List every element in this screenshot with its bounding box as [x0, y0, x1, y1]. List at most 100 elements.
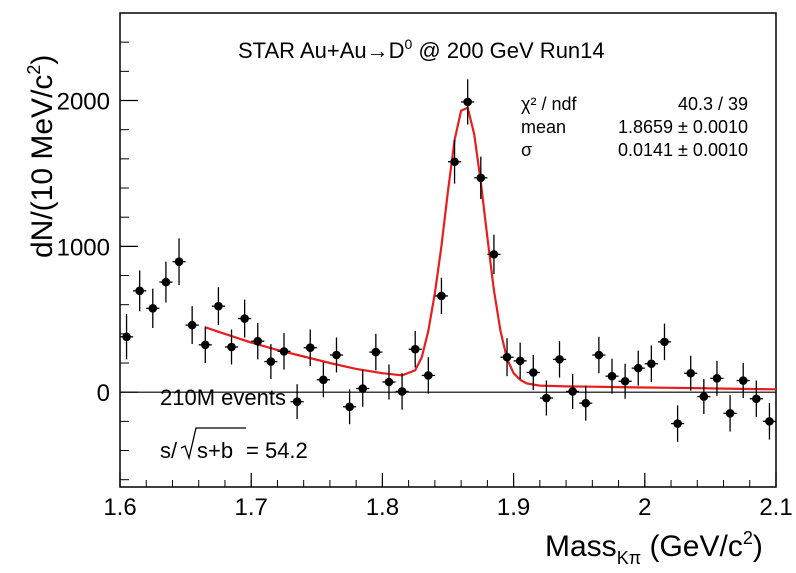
marker	[686, 368, 696, 378]
fit-curve	[204, 106, 777, 391]
data-point	[579, 385, 593, 421]
marker	[161, 277, 171, 287]
stat-value-chi2: 40.3 / 39	[678, 94, 748, 114]
marker	[305, 343, 315, 353]
data-point	[224, 329, 239, 365]
marker	[765, 417, 774, 426]
data-point	[697, 379, 711, 415]
tick-labels: 1.6 1.7 1.8 1.9 2 2.1 0 1000 2000	[57, 89, 793, 521]
marker	[135, 286, 144, 296]
marker	[581, 398, 591, 408]
data-point	[356, 370, 370, 407]
data-point	[631, 350, 645, 386]
x-tick-label: 2	[638, 494, 651, 521]
events-label: 210M events	[160, 385, 286, 410]
marker	[240, 314, 249, 323]
data-point	[762, 403, 776, 440]
x-tick-label: 1.6	[103, 494, 136, 521]
marker	[607, 371, 617, 381]
marker	[122, 332, 131, 342]
data-point	[461, 79, 475, 125]
marker	[371, 347, 381, 357]
marker	[594, 350, 604, 360]
data-point	[159, 261, 173, 303]
data-point	[251, 322, 265, 360]
marker	[397, 387, 407, 396]
data-point	[146, 288, 160, 329]
data-point	[172, 238, 186, 286]
marker	[332, 350, 341, 360]
data-point	[526, 355, 540, 391]
marker	[424, 371, 433, 380]
data-point	[238, 299, 252, 338]
data-point	[133, 270, 147, 312]
significance-value: = 54.2	[246, 438, 308, 463]
sqrt-symbol	[180, 427, 246, 461]
data-point	[513, 342, 527, 380]
marker	[319, 375, 328, 385]
marker	[555, 355, 564, 364]
data-point	[552, 341, 567, 378]
data-point	[736, 363, 750, 399]
significance-prefix: s/	[160, 438, 178, 463]
marker	[437, 291, 446, 301]
data-point	[644, 345, 658, 382]
marker	[673, 419, 682, 428]
data-point	[211, 287, 225, 326]
axis-ticks	[119, 41, 777, 487]
data-point	[185, 306, 199, 345]
y-axis-title: dN/(10 MeV/c2)	[24, 55, 59, 258]
marker	[292, 397, 302, 406]
marker	[528, 368, 538, 377]
data-point	[316, 362, 330, 398]
x-axis-title: MassKπ (GeV/c2)	[545, 528, 763, 568]
marker	[266, 357, 276, 366]
y-tick-label: 2000	[57, 89, 110, 116]
data-point	[605, 358, 619, 394]
marker	[187, 320, 197, 330]
data-point	[277, 333, 291, 370]
data-point	[421, 357, 435, 394]
fit-stats: χ² / ndf 40.3 / 39 mean 1.8659 ± 0.0010 …	[521, 94, 748, 160]
marker	[358, 384, 368, 393]
marker	[489, 250, 499, 259]
stat-value-mean: 1.8659 ± 0.0010	[618, 117, 748, 137]
data-point	[566, 373, 580, 409]
data-point	[303, 329, 317, 366]
data-point	[671, 405, 685, 442]
data-point	[198, 326, 212, 364]
marker	[227, 342, 236, 352]
marker	[660, 337, 669, 347]
x-tick-label: 2.1	[759, 494, 792, 521]
y-tick-label: 0	[97, 380, 110, 407]
data-point	[487, 234, 501, 275]
marker	[214, 301, 223, 311]
data-points	[120, 79, 776, 442]
stat-label-mean: mean	[521, 117, 566, 137]
x-tick-label: 1.7	[235, 494, 268, 521]
data-point	[749, 380, 763, 417]
marker	[647, 359, 656, 369]
significance-sqrt: s+b	[197, 438, 233, 463]
chart-title: STAR Au+Au→D0 @ 200 GeV Run14	[238, 36, 605, 63]
marker	[450, 157, 459, 167]
data-point	[408, 330, 422, 368]
data-point	[434, 277, 448, 315]
marker	[542, 393, 551, 403]
marker	[699, 392, 709, 401]
data-point	[448, 139, 462, 184]
marker	[384, 377, 394, 387]
marker	[712, 374, 722, 383]
marker	[568, 387, 577, 396]
data-point	[369, 333, 383, 371]
y-tick-label: 1000	[57, 234, 110, 261]
stat-value-sigma: 0.0141 ± 0.0010	[618, 140, 748, 160]
marker	[752, 394, 761, 404]
marker	[476, 173, 486, 183]
marker	[725, 409, 735, 418]
data-point	[329, 337, 344, 373]
data-point	[618, 363, 632, 399]
marker	[502, 352, 512, 362]
data-point	[710, 360, 724, 396]
